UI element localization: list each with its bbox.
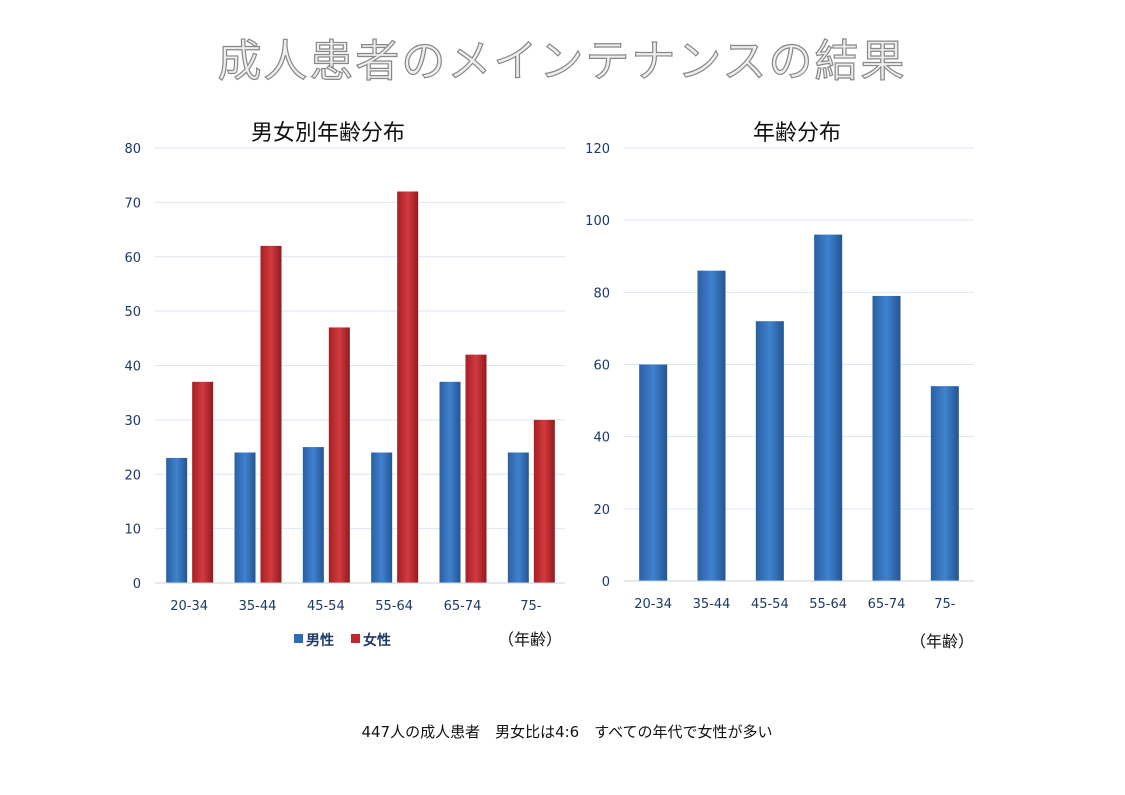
- bar-male: [302, 447, 324, 583]
- left-chart-title: 男女別年齢分布: [251, 121, 405, 146]
- bar-female: [533, 419, 555, 583]
- y-tick-label: 30: [124, 414, 141, 429]
- y-tick-label: 60: [124, 251, 141, 266]
- main-title: 成人患者のメインテナンスの結果: [217, 36, 906, 87]
- bar-total: [930, 386, 959, 581]
- y-tick-label: 70: [124, 196, 141, 211]
- x-tick-label: 75-: [934, 597, 956, 612]
- right-x-axis-label: （年齢）: [910, 632, 974, 651]
- y-tick-label: 100: [585, 214, 610, 229]
- y-tick-label: 0: [602, 575, 610, 590]
- bar-male: [166, 457, 188, 583]
- x-tick-label: 20-34: [634, 597, 672, 612]
- legend-swatch-female: [351, 634, 360, 643]
- x-tick-label: 20-34: [170, 599, 208, 614]
- y-tick-label: 40: [124, 360, 141, 375]
- legend-label-male: 男性: [306, 632, 334, 649]
- y-tick-label: 120: [585, 142, 610, 157]
- y-tick-label: 60: [593, 359, 610, 374]
- x-tick-label: 55-64: [375, 599, 413, 614]
- legend-swatch-male: [294, 634, 303, 643]
- right-chart-title: 年齢分布: [753, 121, 841, 146]
- bar-male: [371, 452, 393, 583]
- x-tick-label: 65-74: [868, 597, 906, 612]
- y-tick-label: 20: [593, 503, 610, 518]
- y-tick-label: 20: [124, 468, 141, 483]
- y-tick-label: 40: [593, 431, 610, 446]
- bar-male: [439, 381, 461, 583]
- bar-female: [260, 245, 282, 583]
- x-tick-label: 35-44: [239, 599, 277, 614]
- legend-label-female: 女性: [363, 632, 391, 649]
- bar-female: [465, 354, 487, 583]
- legend: 男性 女性: [294, 632, 391, 649]
- bar-total: [814, 234, 843, 581]
- left-x-axis-label: （年齢）: [498, 630, 562, 649]
- x-tick-label: 45-54: [751, 597, 789, 612]
- x-tick-label: 75-: [520, 599, 542, 614]
- bar-female: [397, 191, 419, 583]
- x-tick-label: 35-44: [693, 597, 731, 612]
- bar-total: [639, 364, 668, 581]
- bar-male: [507, 452, 529, 583]
- x-tick-label: 55-64: [809, 597, 847, 612]
- bar-total: [697, 270, 726, 581]
- bar-total: [755, 321, 784, 581]
- bar-male: [234, 452, 256, 583]
- footer-note: 447人の成人患者 男女比は4:6 すべての年代で女性が多い: [361, 723, 772, 741]
- x-tick-label: 65-74: [444, 599, 482, 614]
- y-tick-label: 80: [124, 142, 141, 157]
- bar-total: [872, 295, 901, 581]
- bar-female: [328, 327, 350, 583]
- y-tick-label: 80: [593, 286, 610, 301]
- y-tick-label: 10: [124, 523, 141, 538]
- y-tick-label: 50: [124, 305, 141, 320]
- y-tick-label: 0: [133, 577, 141, 592]
- x-tick-label: 45-54: [307, 599, 345, 614]
- bar-female: [192, 381, 214, 583]
